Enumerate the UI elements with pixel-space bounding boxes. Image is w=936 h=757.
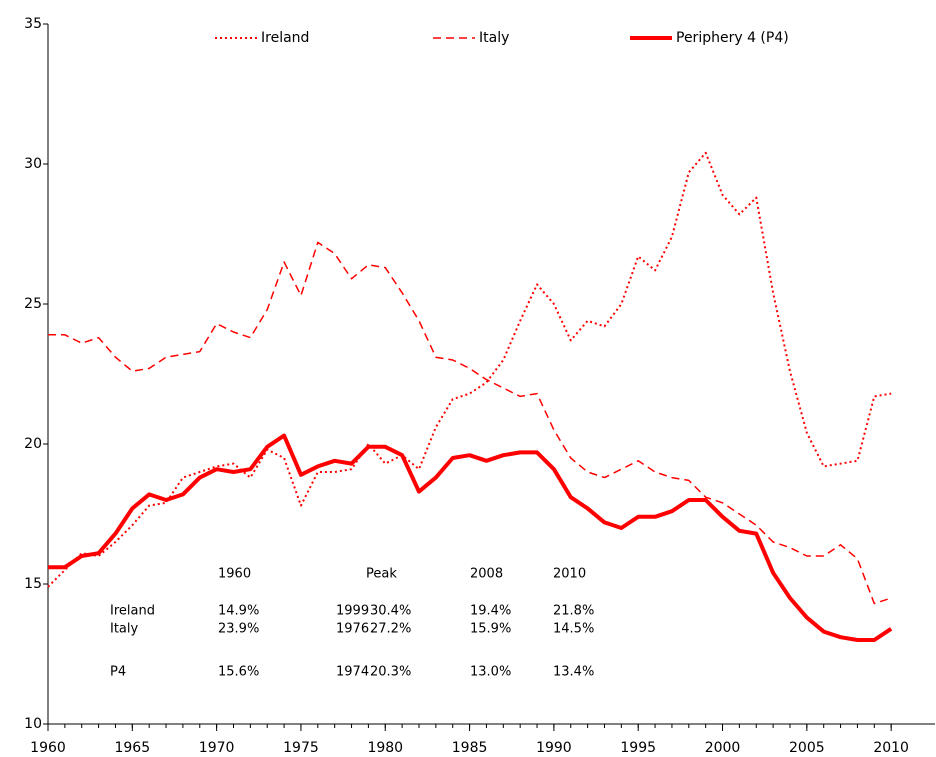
x-tick-label: 1975	[283, 740, 319, 756]
x-tick-label: 1960	[30, 740, 66, 756]
annotation-cell: 19.4%	[470, 604, 511, 619]
x-tick-label: 1980	[367, 740, 403, 756]
x-tick-label: 1990	[536, 740, 572, 756]
annotation-cell: 14.5%	[553, 622, 594, 637]
annotation-row-label: P4	[110, 665, 126, 680]
x-tick-label: 2000	[705, 740, 741, 756]
annotation-header: Peak	[366, 567, 397, 582]
y-tick-label: 15	[24, 576, 42, 592]
annotation-cell: 27.2%	[370, 622, 411, 637]
annotation-cell: 23.9%	[218, 622, 259, 637]
annotation-cell: 20.3%	[370, 665, 411, 680]
line-series	[48, 433, 893, 642]
annotation-cell: 13.0%	[470, 665, 511, 680]
x-tick-label: 2005	[789, 740, 825, 756]
y-tick-label: 30	[24, 156, 42, 172]
y-tick-label: 10	[24, 716, 42, 732]
y-tick-label: 25	[24, 296, 42, 312]
x-tick-label: 1995	[620, 740, 656, 756]
annotation-cell: 1999	[336, 604, 369, 619]
x-tick-label: 1965	[114, 740, 150, 756]
annotation-row-label: Ireland	[110, 604, 155, 619]
line-series	[48, 241, 892, 605]
annotation-cell: 21.8%	[553, 604, 594, 619]
annotation-cell: 15.9%	[470, 622, 511, 637]
annotation-header: 1960	[218, 567, 251, 582]
annotation-header: 2010	[553, 567, 586, 582]
legend-label: Ireland	[261, 30, 309, 46]
annotation-cell: 14.9%	[218, 604, 259, 619]
annotation-cell: 13.4%	[553, 665, 594, 680]
y-tick-label: 35	[24, 16, 42, 32]
annotation-header: 2008	[470, 567, 503, 582]
x-tick-label: 1970	[199, 740, 235, 756]
annotation-cell: 1976	[336, 622, 369, 637]
annotation-cell: 30.4%	[370, 604, 411, 619]
y-tick-label: 20	[24, 436, 42, 452]
annotation-cell: 15.6%	[218, 665, 259, 680]
annotation-row-label: Italy	[110, 622, 139, 637]
legend-label: Periphery 4 (P4)	[676, 30, 789, 46]
line-series	[47, 151, 892, 588]
x-tick-label: 1985	[452, 740, 488, 756]
x-tick-label: 2010	[873, 740, 909, 756]
legend-label: Italy	[479, 30, 509, 46]
annotation-cell: 1974	[336, 665, 369, 680]
